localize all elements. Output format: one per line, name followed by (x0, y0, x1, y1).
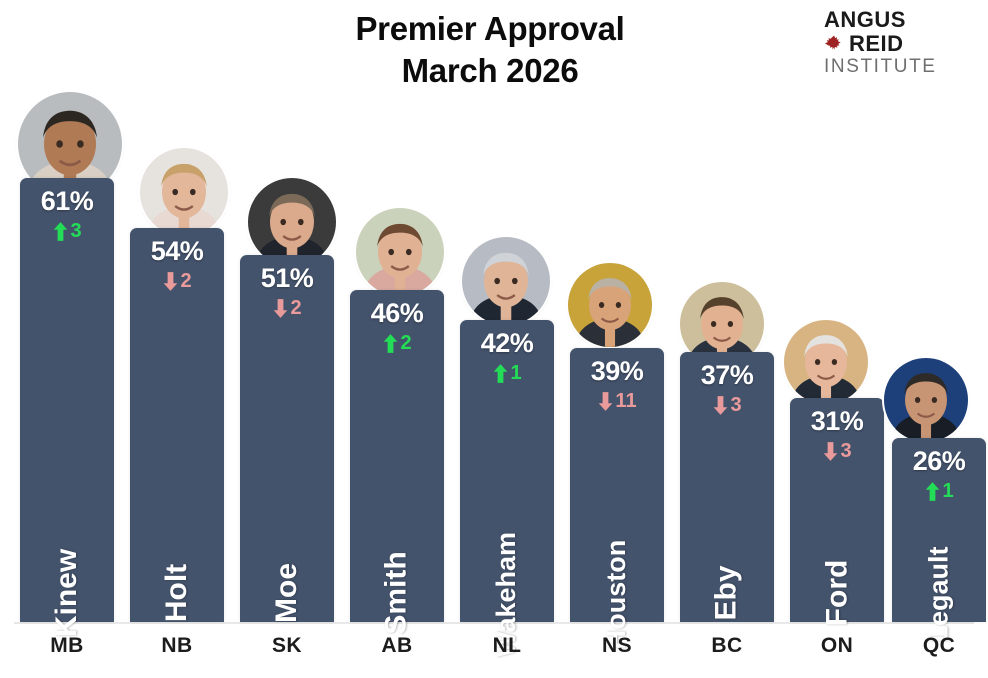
bar-change-mb: 3 (20, 220, 114, 243)
angus-reid-logo: ANGUS REID INSTITUTE (824, 8, 976, 77)
x-tick-label-bc: BC (711, 634, 743, 657)
premier-name-eby: Eby (710, 565, 743, 621)
bar-value-label-nl: 42% (480, 328, 534, 358)
axis-baseline (14, 622, 974, 624)
maple-leaf-icon (824, 34, 844, 54)
bar-change-bc: 3 (680, 394, 774, 417)
bar-sk[interactable] (240, 255, 334, 622)
bar-value-label-mb: 61% (40, 186, 94, 216)
bar-column-on: 31% 3 Ford ON (790, 0, 884, 678)
premier-name-holt: Holt (159, 563, 193, 623)
bar-ns[interactable] (570, 348, 664, 622)
portrait-smith (356, 208, 444, 296)
arrow-down-icon (272, 298, 289, 319)
bar-change-nb: 2 (130, 270, 224, 293)
premier-name-wrap-ab: Smith (350, 420, 444, 634)
bar-value-label-nb: 54% (150, 236, 204, 266)
bar-change-qc: 1 (892, 480, 986, 503)
arrow-down-icon (597, 391, 614, 412)
premier-name-legault: Legault (923, 546, 954, 643)
bar-column-ns: 39% 11 Houston NS (570, 0, 664, 678)
bar-change-ns: 11 (570, 390, 664, 413)
bar-change-nl: 1 (460, 362, 554, 385)
premier-name-kinew: Kinew (49, 548, 83, 638)
premier-name-wrap-mb: Kinew (20, 420, 114, 637)
x-tick-label-ns: NS (602, 634, 632, 657)
logo-line-2-row: REID (824, 30, 976, 56)
premier-name-houston: Houston (601, 539, 632, 650)
bar-nl[interactable] (460, 320, 554, 622)
premier-name-wrap-on: Ford (790, 420, 884, 627)
bar-qc[interactable] (892, 438, 986, 622)
premier-name-moe: Moe (270, 563, 303, 623)
bar-column-ab: 46% 2 Smith AB (350, 0, 444, 678)
premier-name-smith: Smith (380, 551, 413, 635)
portrait-wakeham (462, 237, 550, 325)
bar-value-label-sk: 51% (260, 263, 314, 293)
bar-ab[interactable] (350, 290, 444, 622)
portrait-houston (568, 263, 652, 347)
bar-change-on: 3 (790, 440, 884, 463)
change-value: 3 (840, 440, 852, 462)
premier-name-wrap-ns: Houston (570, 420, 664, 649)
x-tick-label-qc: QC (922, 634, 956, 657)
bar-column-nb: 54% 2 Holt NB (130, 0, 224, 678)
page-title: Premier Approval March 2026 (280, 8, 700, 91)
change-value: 2 (180, 270, 192, 292)
bar-change-sk: 2 (240, 297, 334, 320)
x-tick-label-nl: NL (492, 634, 522, 657)
arrow-up-icon (52, 221, 69, 242)
premier-name-wrap-nb: Holt (130, 420, 224, 622)
x-tick-label-ab: AB (381, 634, 413, 657)
bar-column-nl: 42% 1 Wakeham NL (460, 0, 554, 678)
logo-line-2: REID (849, 30, 904, 56)
bar-column-bc: 37% 3 Eby BC (680, 0, 774, 678)
arrow-down-icon (822, 441, 839, 462)
change-value: 1 (510, 362, 522, 384)
bar-on[interactable] (790, 398, 884, 622)
change-value: 11 (615, 390, 637, 412)
arrow-up-icon (382, 333, 399, 354)
portrait-legault (884, 358, 968, 442)
change-value: 3 (70, 220, 82, 242)
bar-bc[interactable] (680, 352, 774, 622)
arrow-up-icon (492, 363, 509, 384)
change-value: 1 (942, 480, 954, 502)
bar-value-label-on: 31% (810, 406, 864, 436)
premier-name-wrap-bc: Eby (680, 420, 774, 620)
portrait-ford (784, 320, 868, 404)
premier-name-wrap-sk: Moe (240, 420, 334, 623)
bar-value-label-ns: 39% (590, 356, 644, 386)
arrow-down-icon (162, 271, 179, 292)
logo-line-1: ANGUS (824, 7, 906, 32)
bar-change-ab: 2 (350, 332, 444, 355)
x-tick-label-nb: NB (161, 634, 193, 657)
change-value: 2 (400, 332, 412, 354)
portrait-holt (140, 148, 228, 236)
bar-mb[interactable] (20, 178, 114, 622)
premier-name-ford: Ford (820, 559, 853, 627)
x-tick-label-mb: MB (50, 634, 84, 657)
bar-column-sk: 51% 2 Moe SK (240, 0, 334, 678)
arrow-down-icon (712, 395, 729, 416)
title-line-1: Premier Approval (355, 10, 625, 47)
title-line-2: March 2026 (401, 51, 579, 89)
bar-value-label-bc: 37% (700, 360, 754, 390)
change-value: 3 (730, 394, 742, 416)
bar-value-label-ab: 46% (370, 298, 424, 328)
bar-column-qc: 26% 1 Legault QC (892, 0, 986, 678)
arrow-up-icon (924, 481, 941, 502)
change-value: 2 (290, 297, 302, 319)
bar-nb[interactable] (130, 228, 224, 622)
x-tick-label-sk: SK (272, 634, 302, 657)
bar-column-mb: 61% 3 Kinew MB (20, 0, 114, 678)
logo-line-3: INSTITUTE (824, 55, 937, 77)
x-tick-label-on: ON (820, 634, 854, 657)
bar-value-label-qc: 26% (912, 446, 966, 476)
premier-name-wrap-qc: Legault (892, 420, 986, 642)
premier-name-wrap-nl: Wakeham (460, 420, 554, 657)
